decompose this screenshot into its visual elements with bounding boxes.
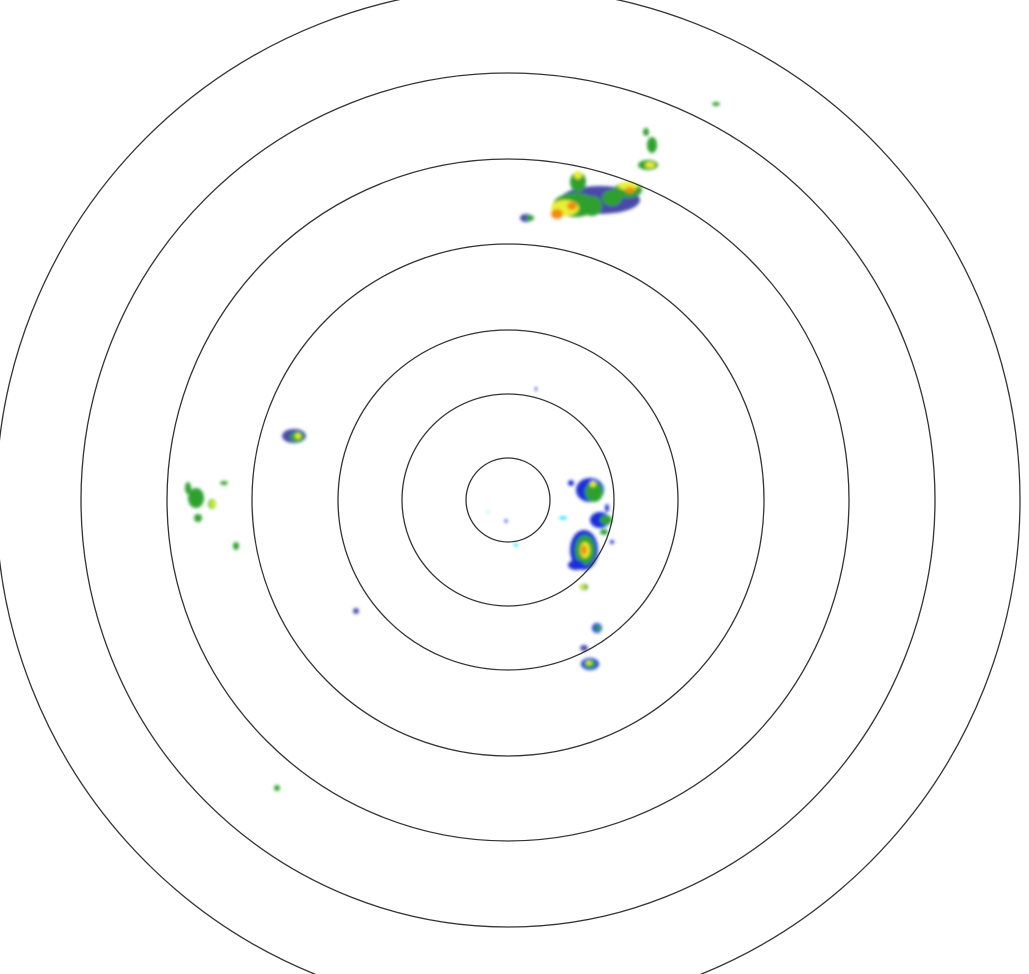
range-ring-1 (465, 457, 551, 543)
echo-light (559, 516, 567, 520)
echo-strong (211, 501, 215, 507)
echo-light (514, 543, 518, 547)
echo-moderate (643, 128, 649, 136)
echo-dark_weak (580, 645, 588, 651)
echo-dark_weak (353, 608, 359, 614)
range-ring-6 (80, 72, 936, 928)
echo-light (487, 511, 489, 513)
echo-moderate (712, 102, 720, 106)
range-ring-5 (166, 158, 850, 842)
echo-strong (590, 481, 596, 487)
echo-strong (574, 171, 582, 179)
echo-moderate (194, 514, 202, 522)
echo-heavy (551, 209, 563, 219)
echo-moderate (585, 482, 603, 502)
range-ring-3 (337, 329, 679, 671)
range-ring-4 (251, 243, 765, 757)
echo-moderate (602, 190, 622, 206)
echo-weak (504, 519, 508, 523)
echo-strong (645, 162, 655, 168)
echo-weak (610, 540, 614, 544)
echo-weak (605, 504, 609, 512)
echo-heavy (581, 545, 587, 555)
echo-weak (568, 480, 574, 486)
echo-weak (535, 387, 537, 391)
echo-moderate (274, 785, 280, 791)
echo-moderate (220, 481, 228, 485)
echo-moderate (600, 529, 608, 535)
echo-moderate (582, 196, 602, 216)
echo-moderate (188, 488, 204, 508)
echo-strong (586, 661, 592, 665)
echo-moderate (570, 172, 586, 192)
range-ring-2 (401, 393, 615, 607)
echo-moderate (233, 542, 239, 550)
echo-moderate (647, 137, 657, 153)
echo-strong (295, 433, 301, 439)
echo-heavy (625, 187, 635, 193)
precipitation-echoes (185, 102, 720, 791)
echo-moderate (526, 215, 534, 221)
echo-moderate (185, 482, 191, 494)
echo-heavy (567, 202, 577, 210)
echo-moderate (595, 625, 601, 631)
echo-moderate (600, 515, 612, 525)
echo-weak (568, 560, 584, 570)
echo-strong (581, 585, 585, 589)
